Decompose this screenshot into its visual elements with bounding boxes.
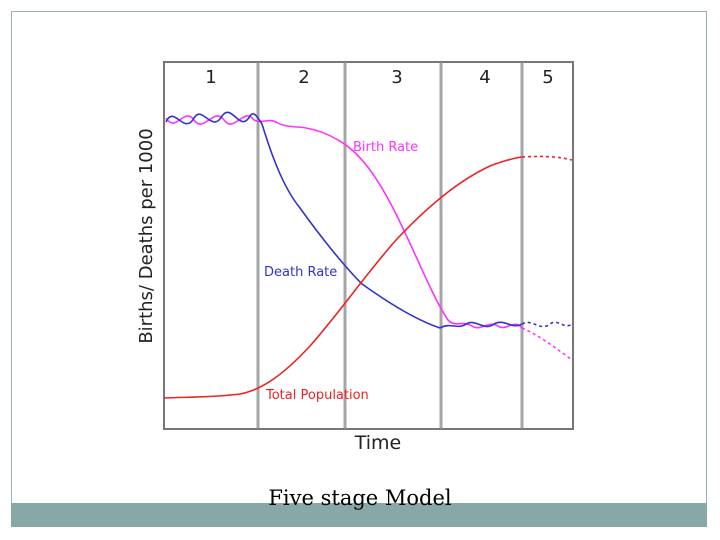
x-axis-title: Time bbox=[354, 432, 402, 454]
plot-area bbox=[163, 61, 574, 430]
stage-label-4: 4 bbox=[479, 67, 490, 88]
slide-caption: Five stage Model bbox=[268, 486, 452, 510]
death-rate-line bbox=[165, 111, 523, 329]
death-rate-projection bbox=[521, 321, 573, 328]
birth-rate-projection bbox=[521, 327, 573, 361]
death-rate-label: Death Rate bbox=[264, 265, 337, 280]
stage-label-1: 1 bbox=[205, 67, 216, 88]
total-population-line bbox=[163, 156, 523, 399]
total-population-label: Total Population bbox=[265, 388, 369, 403]
stage-label-5: 5 bbox=[542, 67, 553, 88]
y-axis-title: Births/ Deaths per 1000 bbox=[136, 128, 157, 343]
stage-dividers bbox=[256, 62, 524, 429]
slide-footer-band bbox=[11, 503, 707, 527]
total-population-projection bbox=[521, 155, 573, 161]
birth-rate-label: Birth Rate bbox=[353, 140, 418, 155]
birth-rate-line bbox=[165, 115, 523, 329]
stage-label-3: 3 bbox=[391, 67, 402, 88]
stage-label-2: 2 bbox=[298, 67, 309, 88]
